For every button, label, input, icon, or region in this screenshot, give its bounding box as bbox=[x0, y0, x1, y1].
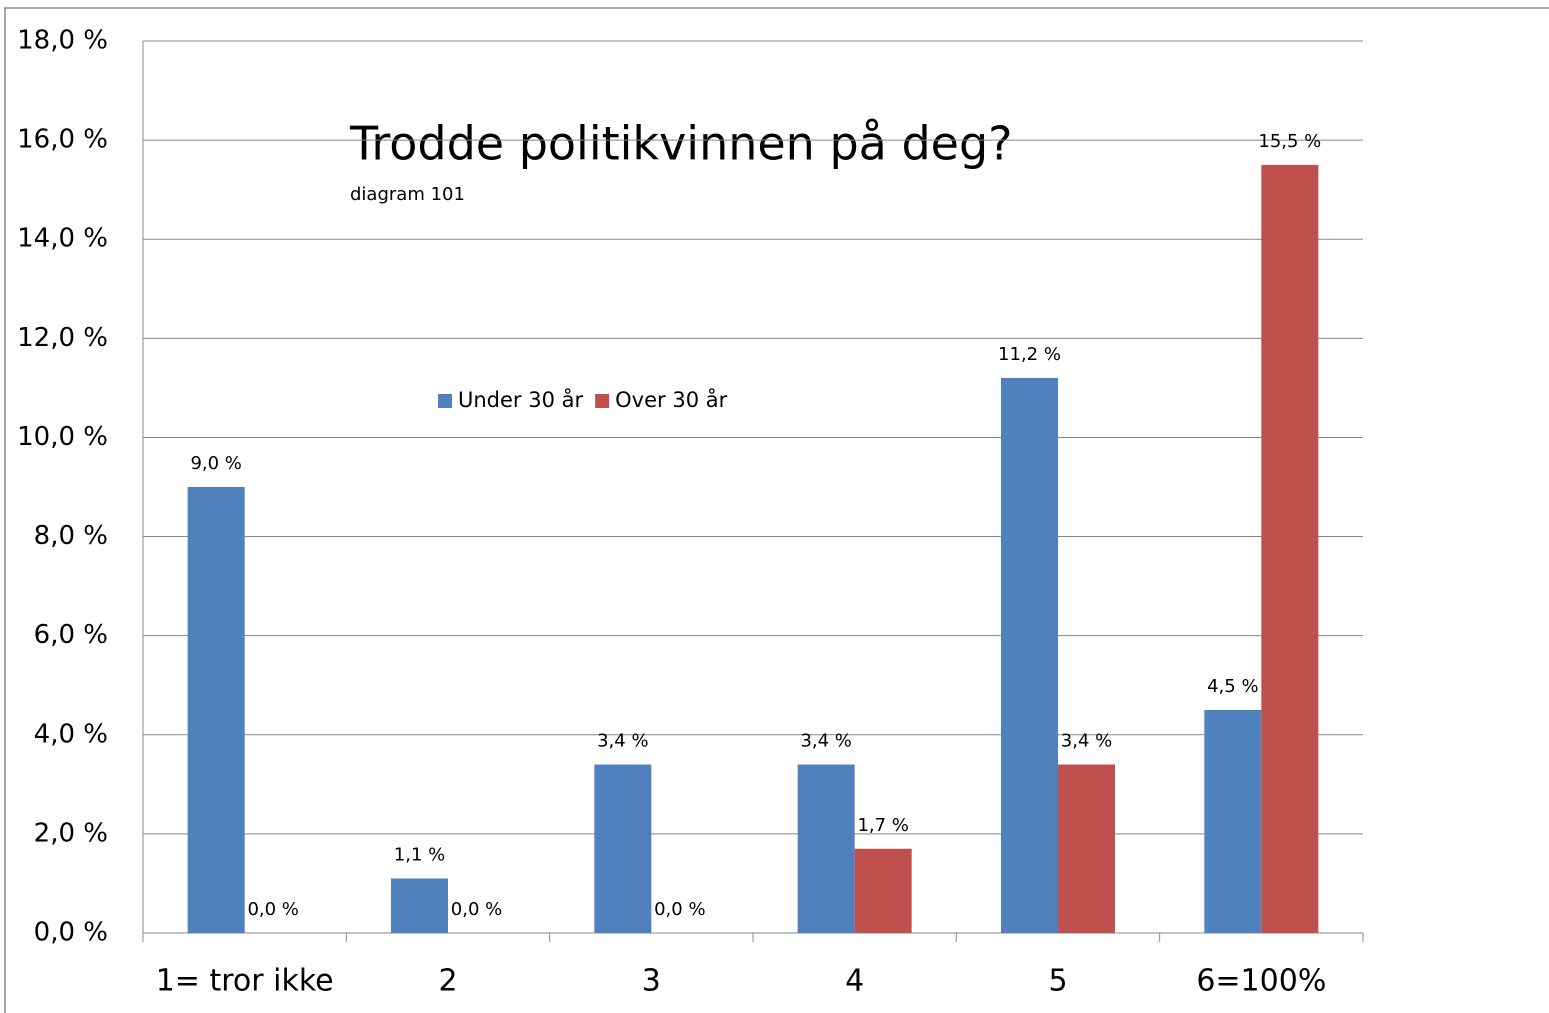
bar bbox=[854, 848, 912, 933]
y-tick-label: 14,0 % bbox=[17, 224, 108, 254]
x-tick-label: 6=100% bbox=[1196, 964, 1326, 999]
chart-subtitle: diagram 101 bbox=[350, 184, 465, 205]
bar bbox=[797, 764, 855, 933]
data-label: 11,2 % bbox=[998, 344, 1061, 365]
bar bbox=[1204, 710, 1262, 933]
y-tick-label: 0,0 % bbox=[34, 918, 108, 948]
data-label: 15,5 % bbox=[1258, 131, 1321, 152]
legend-swatch bbox=[438, 394, 452, 408]
bar bbox=[187, 487, 245, 933]
bar bbox=[1261, 164, 1319, 933]
data-label: 3,4 % bbox=[800, 731, 851, 752]
chart-title: Trodde politikvinnen på deg? bbox=[349, 117, 1013, 171]
data-label: 1,7 % bbox=[857, 815, 908, 836]
data-label: 3,4 % bbox=[1061, 731, 1112, 752]
y-tick-label: 18,0 % bbox=[17, 26, 108, 56]
y-tick-label: 16,0 % bbox=[17, 125, 108, 155]
data-label: 3,4 % bbox=[597, 731, 648, 752]
legend-swatch bbox=[595, 394, 610, 408]
x-tick-label: 2 bbox=[438, 964, 457, 999]
bar bbox=[391, 878, 448, 933]
y-tick-label: 4,0 % bbox=[34, 719, 108, 749]
data-label: 9,0 % bbox=[190, 453, 241, 474]
bar bbox=[594, 764, 652, 933]
y-tick-label: 8,0 % bbox=[34, 521, 108, 551]
data-label: 4,5 % bbox=[1207, 676, 1258, 697]
y-tick-label: 6,0 % bbox=[34, 620, 108, 650]
bar bbox=[1058, 764, 1115, 933]
data-label: 0,0 % bbox=[247, 899, 298, 920]
y-tick-label: 2,0 % bbox=[34, 818, 108, 848]
x-tick-label: 5 bbox=[1048, 964, 1067, 999]
data-label: 1,1 % bbox=[394, 844, 445, 865]
x-tick-label: 3 bbox=[642, 964, 661, 999]
data-label: 0,0 % bbox=[654, 899, 705, 920]
legend-label: Under 30 år bbox=[458, 387, 584, 412]
y-tick-label: 10,0 % bbox=[17, 422, 108, 452]
y-tick-label: 12,0 % bbox=[17, 323, 108, 353]
data-label: 0,0 % bbox=[451, 899, 502, 920]
bar bbox=[1001, 377, 1058, 933]
legend-label: Over 30 år bbox=[615, 387, 727, 412]
x-tick-label: 4 bbox=[845, 964, 864, 999]
x-tick-label: 1= tror ikke bbox=[156, 964, 334, 999]
